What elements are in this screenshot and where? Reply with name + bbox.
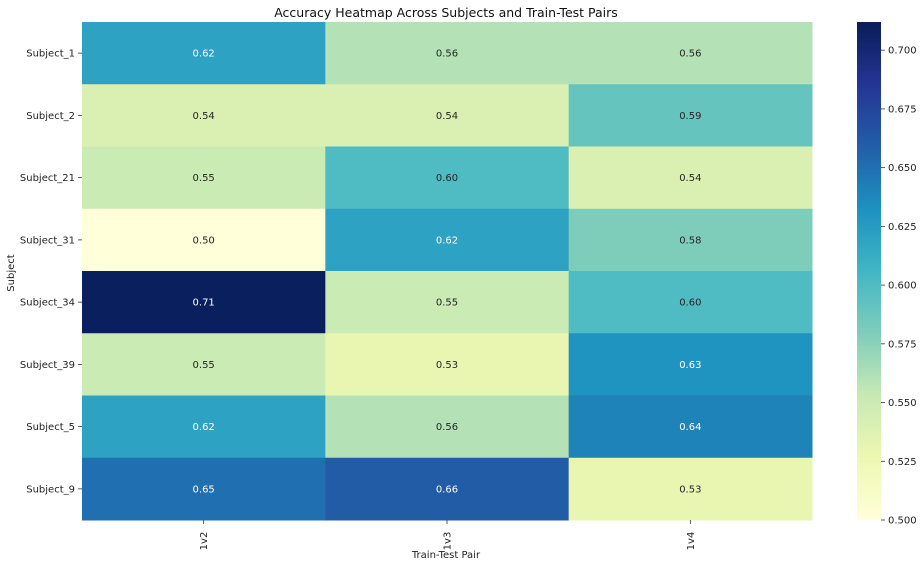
cell-value-label: 0.60 (679, 298, 701, 309)
cell-value-label: 0.55 (193, 173, 215, 184)
x-tick-label: 1v2 (199, 532, 210, 551)
colorbar-tick-label: 0.675 (888, 104, 917, 115)
colorbar-tick-label: 0.600 (888, 281, 917, 292)
x-tick-label: 1v3 (443, 532, 454, 551)
x-tick-label: 1v4 (686, 532, 697, 551)
heatmap-cell (568, 146, 813, 210)
heatmap-cell (325, 208, 570, 272)
heatmap-cell (325, 395, 570, 459)
colorbar-ticks: 0.500 0.525 0.550 0.575 0.600 0.625 0.650 0.675… (881, 46, 917, 527)
cell-value-label: 0.55 (436, 298, 458, 309)
colorbar-tick-label: 0.550 (888, 398, 917, 409)
colorbar-tick-label: 0.500 (888, 516, 917, 527)
colorbar-tick-label: 0.700 (888, 46, 917, 57)
cell-value-label: 0.54 (679, 173, 701, 184)
y-tick-label: Subject_1 (26, 49, 75, 60)
heatmap-cell (82, 84, 326, 147)
chart-title: Accuracy Heatmap Across Subjects and Tra… (274, 5, 618, 20)
heatmap-cell (82, 146, 326, 210)
heatmap-cell (325, 457, 570, 521)
heatmap-cell (325, 22, 570, 85)
cell-value-label: 0.60 (436, 173, 458, 184)
cell-value-label: 0.62 (193, 49, 215, 60)
cell-value-label: 0.58 (679, 235, 701, 246)
heatmap-cells (82, 22, 813, 521)
cell-value-label: 0.65 (193, 484, 215, 495)
cell-value-label: 0.56 (679, 49, 701, 60)
cell-value-label: 0.63 (679, 360, 701, 371)
colorbar-tick-label: 0.575 (888, 339, 917, 350)
cell-value-label: 0.62 (193, 422, 215, 433)
y-axis-label: Subject (6, 254, 17, 291)
heatmap-cell (325, 84, 570, 147)
cell-value-label: 0.56 (436, 422, 458, 433)
colorbar-tick-label: 0.525 (888, 457, 917, 468)
cell-value-label: 0.62 (436, 235, 458, 246)
colorbar-tick-label: 0.650 (888, 163, 917, 174)
y-tick-label: Subject_21 (20, 173, 75, 184)
heatmap-cell (82, 208, 326, 272)
heatmap-cell (325, 333, 570, 396)
cell-value-label: 0.53 (436, 360, 458, 371)
heatmap-cell (568, 271, 813, 334)
cell-value-label: 0.71 (193, 298, 215, 309)
y-tick-label: Subject_31 (20, 235, 75, 246)
heatmap-cell (82, 395, 326, 459)
heatmap-cell-labels: 0.62 0.56 0.56 0.54 0.54 0.59 0.55 0.60 0.54 0.50… (193, 49, 702, 496)
cell-value-label: 0.56 (436, 49, 458, 60)
heatmap-cell (82, 22, 326, 85)
heatmap-cell (568, 333, 813, 396)
heatmap-cell (82, 271, 326, 334)
y-tick-label: Subject_5 (26, 422, 75, 433)
x-axis-ticks: 1v2 1v3 1v4 (199, 520, 697, 550)
x-axis-label: Train-Test Pair (411, 550, 481, 561)
heatmap-cell (325, 271, 570, 334)
cell-value-label: 0.55 (193, 360, 215, 371)
heatmap-cell (568, 395, 813, 459)
y-tick-label: Subject_9 (26, 484, 75, 495)
cell-value-label: 0.53 (679, 484, 701, 495)
heatmap-cell (568, 22, 813, 85)
cell-value-label: 0.64 (679, 422, 701, 433)
cell-value-label: 0.50 (193, 235, 215, 246)
cell-value-label: 0.54 (193, 111, 215, 122)
cell-value-label: 0.59 (679, 111, 701, 122)
colorbar-tick-label: 0.625 (888, 222, 917, 233)
y-tick-label: Subject_2 (26, 111, 75, 122)
y-tick-label: Subject_34 (20, 298, 75, 309)
colorbar (857, 22, 881, 520)
heatmap-cell (568, 457, 813, 521)
cell-value-label: 0.66 (436, 484, 458, 495)
heatmap-cell (82, 333, 326, 396)
heatmap-cell (568, 208, 813, 272)
heatmap-cell (568, 84, 813, 147)
heatmap-cell (82, 457, 326, 521)
y-tick-label: Subject_39 (20, 360, 75, 371)
cell-value-label: 0.54 (436, 111, 458, 122)
heatmap-cell (325, 146, 570, 210)
y-axis-ticks: Subject_1 Subject_2 Subject_21 Subject_31 Su… (20, 49, 82, 495)
